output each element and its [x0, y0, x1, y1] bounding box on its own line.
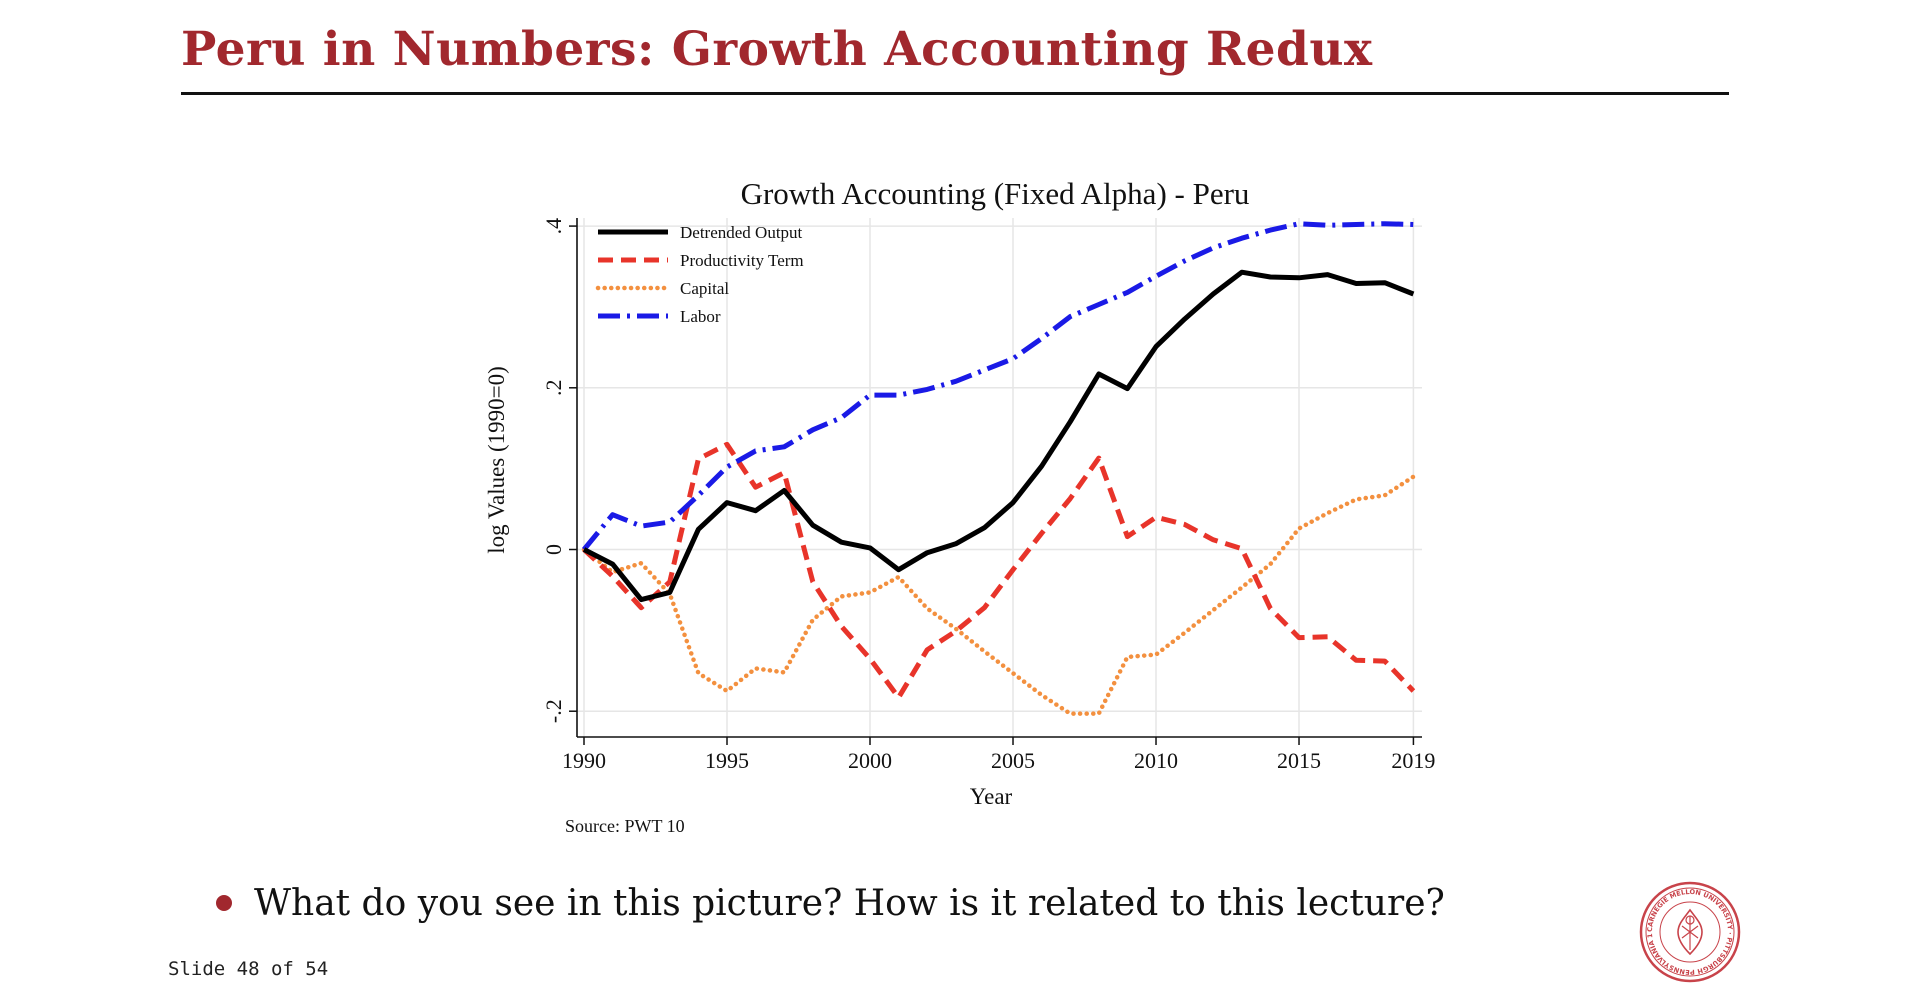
gridlines	[577, 218, 1422, 737]
y-axis-label: log Values (1990=0)	[484, 366, 509, 554]
x-tick-label: 2000	[848, 748, 892, 773]
axes: 1990 1995 2000 2005 2010 2015 2019 -.2 0 .2 .4	[541, 218, 1435, 773]
y-tick-label: 0	[541, 544, 566, 555]
growth-accounting-chart: Growth Accounting (Fixed Alpha) - Peru 1…	[470, 170, 1470, 850]
title-divider	[181, 92, 1729, 95]
bullet-item: What do you see in this picture? How is …	[216, 873, 1445, 933]
legend-label: Detrended Output	[680, 223, 803, 242]
series-lines	[581, 221, 1416, 716]
x-tick-label: 1995	[705, 748, 749, 773]
legend-label: Capital	[680, 279, 729, 298]
source-note: Source: PWT 10	[565, 816, 685, 836]
x-tick-label: 2010	[1134, 748, 1178, 773]
series-line-detrended-output	[582, 269, 1415, 603]
x-tick-label: 2005	[991, 748, 1035, 773]
series-line-capital	[581, 474, 1416, 716]
bullet-text: What do you see in this picture? How is …	[254, 882, 1445, 924]
legend-label: Productivity Term	[680, 251, 804, 270]
chart-svg: Growth Accounting (Fixed Alpha) - Peru 1…	[484, 176, 1435, 836]
y-tick-label: .4	[541, 218, 566, 235]
y-tick-label: -.2	[541, 699, 566, 723]
bullet-dot	[216, 895, 232, 911]
series-line-labor	[582, 221, 1414, 552]
slide-title: Peru in Numbers: Growth Accounting Redux	[181, 22, 1373, 77]
legend-label: Labor	[680, 307, 721, 326]
x-tick-label: 1990	[562, 748, 606, 773]
university-seal-logo: CARNEGIE MELLON UNIVERSITY · PITTSBURGH …	[1636, 874, 1742, 984]
legend: Detrended Output Productivity Term Capital…	[595, 223, 804, 326]
x-axis-label: Year	[970, 784, 1013, 809]
chart-title: Growth Accounting (Fixed Alpha) - Peru	[741, 176, 1250, 211]
x-tick-label: 2015	[1277, 748, 1321, 773]
x-tick-label: 2019	[1391, 748, 1435, 773]
slide-counter: Slide 48 of 54	[168, 958, 329, 980]
series-line-productivity-term	[582, 441, 1416, 700]
y-tick-label: .2	[541, 380, 566, 397]
